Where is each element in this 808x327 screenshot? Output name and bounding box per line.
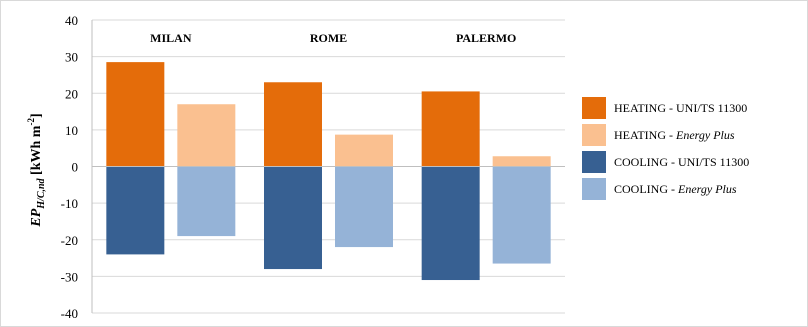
bar bbox=[106, 62, 165, 167]
legend-swatch bbox=[582, 151, 606, 173]
category-labels: MILAN ROME PALERMO bbox=[150, 31, 516, 45]
category-label: PALERMO bbox=[456, 31, 516, 45]
bar bbox=[177, 166, 236, 237]
bar bbox=[335, 166, 393, 248]
bar bbox=[335, 134, 393, 167]
legend-label: COOLING - Energy Plus bbox=[614, 182, 737, 196]
y-axis-label: EPH/C,nd [kWh m-2] bbox=[26, 113, 47, 227]
legend-label-main: HEATING - bbox=[614, 128, 676, 142]
bar bbox=[421, 91, 480, 167]
legend-label-emphasis: Energy Plus bbox=[677, 182, 737, 196]
category-label: MILAN bbox=[150, 31, 192, 45]
y-tick-label: -10 bbox=[61, 196, 78, 211]
legend-label-main: COOLING - UNI/TS 11300 bbox=[614, 155, 749, 169]
legend-label-main: COOLING - bbox=[614, 182, 678, 196]
bar bbox=[177, 104, 236, 167]
legend-label: HEATING - Energy Plus bbox=[614, 128, 735, 142]
legend-label-main: HEATING - UNI/TS 11300 bbox=[614, 101, 747, 115]
bars bbox=[106, 62, 551, 281]
y-tick-label: -40 bbox=[61, 306, 78, 321]
bar bbox=[421, 166, 480, 281]
y-tick-label: -30 bbox=[61, 269, 78, 284]
bar bbox=[492, 166, 551, 264]
bar bbox=[106, 166, 165, 255]
y-tick-label: 0 bbox=[72, 160, 79, 175]
y-axis-label-unit-sup: -2 bbox=[26, 118, 36, 126]
legend-swatch bbox=[582, 178, 606, 200]
legend-swatch bbox=[582, 97, 606, 119]
y-axis-label-main: EP bbox=[29, 208, 44, 227]
bar bbox=[264, 82, 322, 167]
category-label: ROME bbox=[310, 31, 347, 45]
y-tick-label: -20 bbox=[61, 233, 78, 248]
legend-label-emphasis: Energy Plus bbox=[675, 128, 735, 142]
bar bbox=[264, 166, 322, 270]
legend-swatch bbox=[582, 124, 606, 146]
y-tick-labels: 40 30 20 10 0 -10 -20 -30 -40 bbox=[61, 13, 78, 321]
gridlines bbox=[92, 19, 565, 314]
y-axis-label-unit-end: ] bbox=[29, 113, 44, 118]
y-axis-label-sub: H/C,nd bbox=[36, 177, 47, 209]
legend-label: COOLING - UNI/TS 11300 bbox=[614, 155, 749, 169]
bar bbox=[492, 156, 551, 167]
y-axis-label-unit: [kWh m bbox=[29, 125, 44, 178]
legend-label: HEATING - UNI/TS 11300 bbox=[614, 101, 747, 115]
y-tick-label: 30 bbox=[65, 50, 78, 65]
legend: HEATING - UNI/TS 11300 HEATING - Energy P… bbox=[582, 97, 749, 200]
y-tick-label: 40 bbox=[65, 13, 78, 28]
y-tick-label: 10 bbox=[65, 123, 78, 138]
y-tick-label: 20 bbox=[65, 86, 78, 101]
